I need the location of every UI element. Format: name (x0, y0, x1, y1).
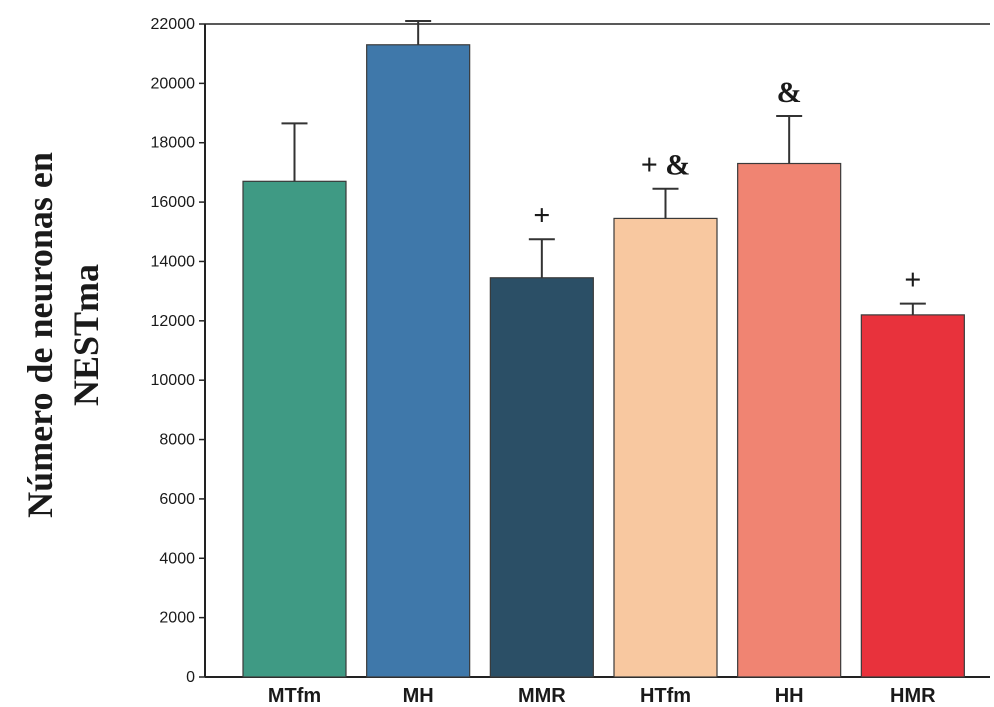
bar-hh (737, 162, 842, 678)
significance-marker: & (777, 76, 802, 109)
y-tick-label: 8000 (159, 432, 195, 449)
y-tick-label: 6000 (159, 491, 195, 508)
y-tick-label: 18000 (151, 135, 196, 152)
bar-hmr (860, 314, 965, 678)
x-tick-label-hmr: HMR (890, 685, 936, 707)
bars (242, 44, 965, 678)
x-tick-label-htfm: HTfm (640, 685, 691, 707)
y-axis-title: Número de neuronas en NESTma (20, 152, 106, 518)
significance-marker: + (904, 264, 921, 297)
bar-mmr (489, 277, 594, 678)
y-ticks: 0 2000 4000 6000 8000 10000 12000 14000 16000 180… (151, 16, 205, 686)
bar-mtfm (242, 180, 347, 678)
x-tick-labels: MTfm MH MMR HTfm HH HMR (268, 685, 936, 707)
y-axis-title-line2: NESTma (66, 264, 106, 406)
x-tick-label-mh: MH (403, 685, 434, 707)
y-tick-label: 12000 (151, 313, 196, 330)
significance-marker: + & (641, 149, 691, 182)
bar-mh (366, 44, 471, 678)
y-tick-label: 4000 (159, 550, 195, 567)
error-bars (281, 20, 926, 315)
significance-marker: + (533, 199, 550, 232)
bar-htfm (613, 217, 718, 678)
y-tick-label: 0 (186, 669, 195, 686)
y-tick-label: 16000 (151, 194, 196, 211)
y-tick-label: 20000 (151, 75, 196, 92)
y-tick-label: 22000 (151, 16, 196, 33)
y-tick-label: 2000 (159, 610, 195, 627)
annotations: + + & & + (533, 76, 921, 297)
y-tick-label: 14000 (151, 253, 196, 270)
y-axis-title-line1: Número de neuronas en (20, 152, 60, 518)
y-tick-label: 10000 (151, 372, 196, 389)
x-tick-label-hh: HH (775, 685, 804, 707)
x-tick-label-mmr: MMR (518, 685, 566, 707)
x-tick-label-mtfm: MTfm (268, 685, 321, 707)
